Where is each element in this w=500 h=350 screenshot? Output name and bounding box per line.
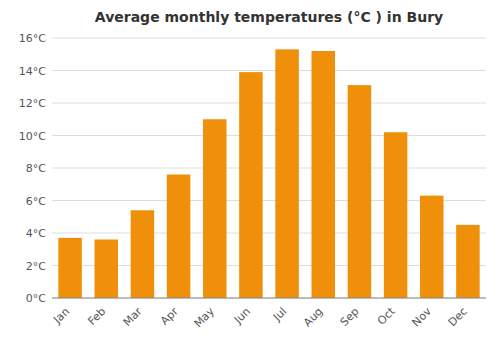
bar: [239, 72, 263, 298]
grid-line: [52, 168, 486, 169]
grid-line: [52, 38, 486, 39]
grid-line: [52, 135, 486, 136]
grid-line: [52, 103, 486, 104]
x-tick-label: Nov: [409, 305, 434, 330]
bar: [420, 196, 444, 298]
x-tick-label: Dec: [446, 305, 470, 329]
bar: [167, 175, 191, 299]
bar: [275, 49, 299, 298]
x-tick-label: Jun: [231, 305, 253, 327]
bars: [58, 49, 479, 298]
y-tick-label: 14°C: [19, 65, 46, 78]
bar: [311, 51, 335, 298]
x-tick-label: Oct: [375, 304, 398, 327]
grid-line: [52, 298, 486, 299]
y-tick-label: 4°C: [26, 227, 46, 240]
y-tick-label: 6°C: [26, 195, 46, 208]
x-axis-line: [52, 298, 486, 299]
bar: [348, 85, 372, 298]
chart-container: Average monthly temperatures (°C ) in Bu…: [0, 0, 500, 350]
bar: [131, 210, 155, 298]
title: Average monthly temperatures (°C ) in Bu…: [95, 9, 443, 25]
y-tick-label: 8°C: [26, 162, 46, 175]
grid-line: [52, 70, 486, 71]
bar: [384, 132, 408, 298]
y-tick-label: 0°C: [26, 292, 46, 305]
x-tick-label: Jan: [50, 305, 72, 327]
y-tick-label: 16°C: [19, 32, 46, 45]
grid: [52, 38, 486, 298]
x-tick-label: Aug: [301, 305, 325, 329]
x-tick-label: Jul: [270, 305, 289, 324]
chart-svg: Average monthly temperatures (°C ) in Bu…: [0, 0, 500, 350]
x-tick-label: Mar: [121, 305, 145, 329]
x-tick-label: Feb: [85, 305, 108, 328]
y-tick-label: 12°C: [19, 97, 46, 110]
y-tick-label: 10°C: [19, 130, 46, 143]
y-tick-label: 2°C: [26, 260, 46, 273]
bar: [456, 225, 480, 298]
bar: [58, 238, 82, 298]
bar: [203, 119, 227, 298]
x-tick-label: Sep: [338, 305, 362, 329]
x-tick-label: Apr: [158, 305, 181, 328]
bar: [94, 240, 118, 299]
x-tick-label: May: [192, 305, 218, 331]
